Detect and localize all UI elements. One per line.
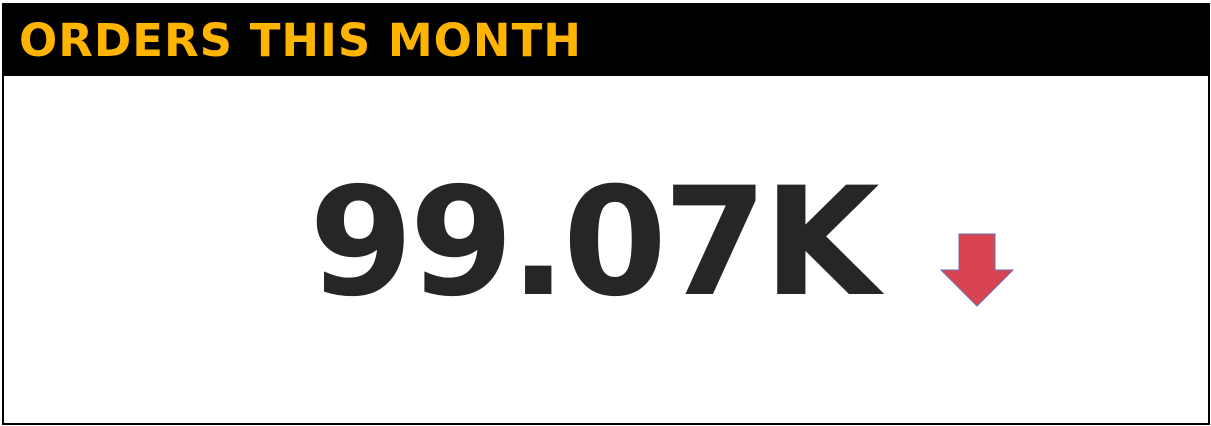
card-header: ORDERS THIS MONTH bbox=[4, 5, 1208, 76]
kpi-card: ORDERS THIS MONTH 99.07K bbox=[2, 3, 1210, 425]
kpi-content: 99.07K bbox=[4, 76, 1208, 423]
kpi-value: 99.07K bbox=[309, 156, 880, 330]
card-title: ORDERS THIS MONTH bbox=[19, 14, 582, 67]
arrow-down-icon bbox=[939, 233, 1015, 307]
